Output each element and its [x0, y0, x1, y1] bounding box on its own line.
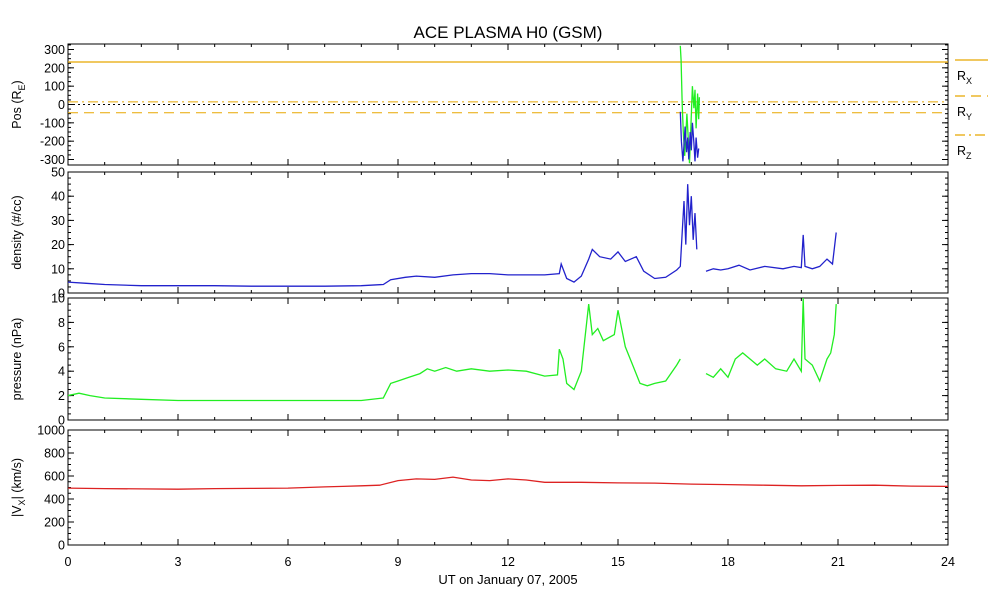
pos-series-group: [68, 45, 948, 164]
vx-ytick-label: 600: [44, 470, 65, 484]
x-tick-label: 6: [285, 555, 292, 569]
pressure-series-group: [68, 297, 837, 402]
vx-ytick-label: 1000: [37, 424, 65, 438]
pressure-panel: 0 2 4 6 8 10 pressure (nPa): [10, 292, 949, 428]
pos-ytick-label: -100: [40, 116, 65, 130]
density-ytick-label: 10: [51, 262, 65, 276]
density-ytick-label: 50: [51, 166, 65, 180]
legend-label-x: RX: [957, 69, 972, 86]
pressure-ytick-label: 2: [58, 389, 65, 403]
density-panel: 0 10 20 30 40 50 density (#/cc): [10, 166, 949, 301]
density-series-group: [68, 184, 837, 287]
density-ytick-label: 40: [51, 190, 65, 204]
x-tick-label: 3: [175, 555, 182, 569]
density-ytick-label: 20: [51, 238, 65, 252]
vx-series-group: [68, 476, 948, 490]
vx-ylabel: |VX| (km/s): [10, 458, 27, 517]
pressure-ytick-label: 8: [58, 316, 65, 330]
density-ytick-label: 0: [58, 287, 65, 301]
x-axis-label: UT on January 07, 2005: [438, 572, 577, 587]
pos-series-5: [679, 111, 700, 162]
legend-label-y: RY: [957, 105, 972, 122]
chart-title: ACE PLASMA H0 (GSM): [414, 23, 603, 42]
pos-ytick-label: -200: [40, 135, 65, 149]
pos-series-4: [679, 45, 701, 164]
pressure-ytick-label: 10: [51, 292, 65, 306]
vx-ytick-label: 0: [58, 539, 65, 553]
density-ylabel: density (#/cc): [10, 195, 24, 269]
pressure-ylabel: pressure (nPa): [10, 318, 24, 401]
density-ytick-label: 30: [51, 214, 65, 228]
pressure-ytick-label: 4: [58, 365, 65, 379]
vx-panel: 0 200 400 600 800 1000 |VX| (km/s): [10, 424, 949, 553]
vx-ytick-label: 400: [44, 493, 65, 507]
x-tick-label: 9: [395, 555, 402, 569]
x-tick-label: 24: [941, 555, 955, 569]
pressure-ytick-label: 0: [58, 414, 65, 428]
pos-ylabel: Pos (RE): [10, 80, 27, 128]
legend-label-z: RZ: [957, 144, 972, 161]
x-tick-label: 12: [501, 555, 515, 569]
vx-ytick-label: 800: [44, 447, 65, 461]
x-axis: 0 3 6 9 12 15 18 21 24: [65, 555, 955, 569]
pressure-ytick-label: 6: [58, 340, 65, 354]
position-panel: -300 -200 -100 0 100 200 300 Pos (RE): [10, 43, 949, 167]
x-tick-label: 0: [65, 555, 72, 569]
pos-ytick-label: 0: [58, 98, 65, 112]
x-tick-label: 21: [831, 555, 845, 569]
pos-ytick-label: -300: [40, 153, 65, 167]
vx-ytick-label: 200: [44, 516, 65, 530]
pos-ytick-label: 100: [44, 80, 65, 94]
pressure-series-0: [68, 297, 837, 402]
x-tick-label: 15: [611, 555, 625, 569]
x-tick-label: 18: [721, 555, 735, 569]
vx-series-0: [68, 476, 948, 490]
density-series-0: [68, 184, 837, 287]
pos-ytick-label: 200: [44, 61, 65, 75]
pos-ytick-label: 300: [44, 43, 65, 57]
legend: RX RY RZ: [955, 59, 988, 161]
